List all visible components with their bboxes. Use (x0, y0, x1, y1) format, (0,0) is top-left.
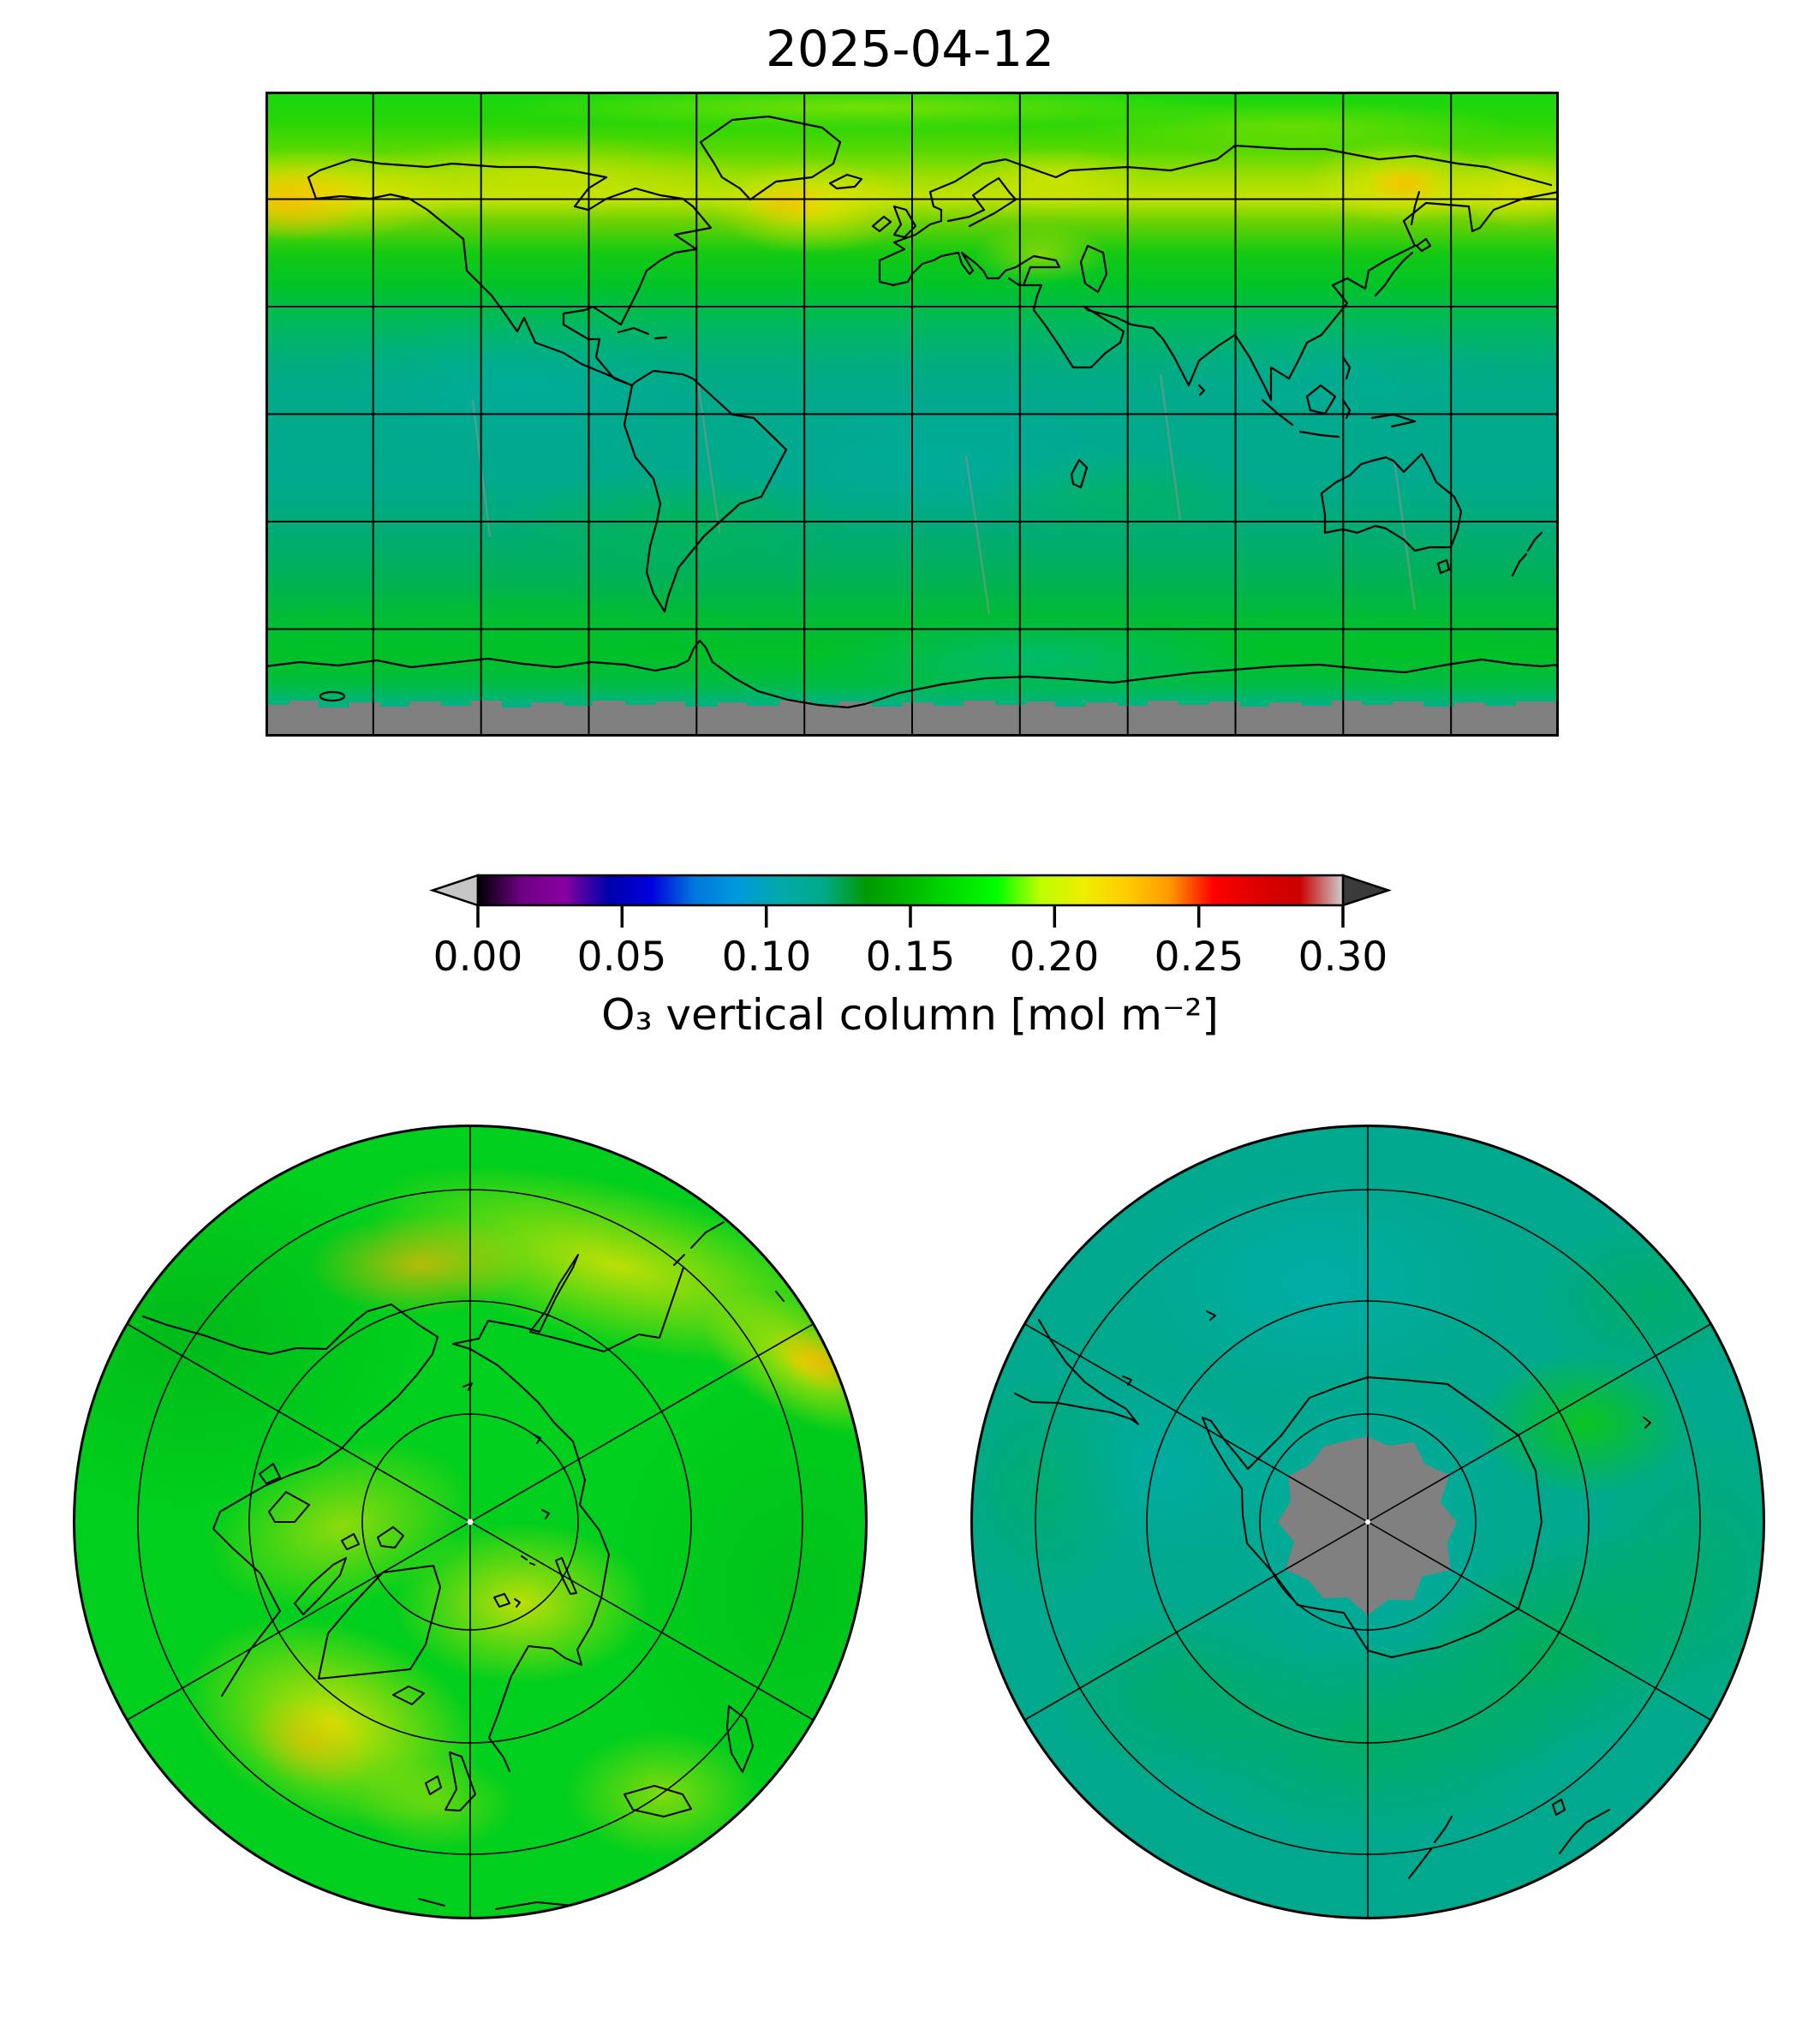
map-frame (266, 92, 1559, 737)
gridlines-global (266, 92, 1559, 737)
colorbar-over-arrow (1341, 874, 1392, 907)
colorbar-tick-0.20: 0.20 (1009, 934, 1100, 981)
south-pole-dot (1365, 1519, 1370, 1525)
north-polar-panel (73, 1125, 868, 1919)
colorbar-tick-0.05: 0.05 (576, 934, 667, 981)
coastlines-antarctic (1014, 1310, 1651, 1879)
satellite-track-streaks (471, 373, 1417, 615)
colorbar-under-arrow (429, 874, 480, 907)
south-polar-panel (970, 1125, 1765, 1919)
colorbar-tick-0.10: 0.10 (721, 934, 812, 981)
coastlines-arctic (142, 1221, 785, 1910)
colorbar (429, 874, 1392, 928)
global-map-panel (266, 92, 1559, 737)
colorbar-tick-0.00: 0.00 (433, 934, 523, 981)
colorbar-tick-0.25: 0.25 (1154, 934, 1244, 981)
north-panel-boundary (73, 1125, 868, 1919)
colorbar-tick-0.15: 0.15 (865, 934, 956, 981)
south-panel-boundary (970, 1125, 1765, 1919)
colorbar-tick-marks (476, 905, 1345, 928)
north-pole-dot (467, 1519, 474, 1525)
colorbar-tick-0.30: 0.30 (1298, 934, 1388, 981)
figure-title: 2025-04-12 (765, 20, 1055, 78)
colorbar-axis-label: O₃ vertical column [mol m⁻²] (601, 990, 1219, 1040)
colorbar-gradient-bar (476, 874, 1345, 907)
